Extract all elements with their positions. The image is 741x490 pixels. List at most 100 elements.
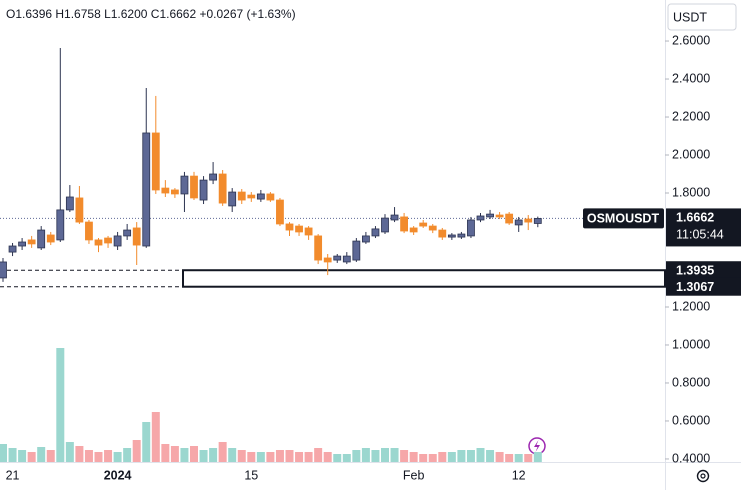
volume-bar xyxy=(428,454,437,462)
gear[interactable] xyxy=(696,469,710,483)
x-tick-label: 12 xyxy=(512,468,526,482)
candle-body xyxy=(151,132,160,191)
candle-body xyxy=(75,197,84,223)
candle-body xyxy=(237,191,246,201)
candle-body xyxy=(333,255,342,261)
candle-body xyxy=(18,241,27,247)
volume-bar xyxy=(247,452,256,462)
currency-label[interactable]: USDT xyxy=(673,10,707,24)
candle-body xyxy=(524,218,533,223)
settings-icon[interactable] xyxy=(696,469,710,483)
volume-bar xyxy=(390,448,399,462)
symbol-label-bg xyxy=(583,208,664,229)
candle-body xyxy=(0,261,7,279)
ohlc-legend: O1.6396 H1.6758 L1.6200 C1.6662 +0.0267 … xyxy=(6,7,296,21)
candle-body xyxy=(228,191,237,207)
volume-bar xyxy=(94,452,103,462)
volume-bar xyxy=(18,450,27,462)
volume-bar xyxy=(75,446,84,462)
candle-body xyxy=(304,227,313,236)
volume-bar xyxy=(323,452,332,462)
volume-bar xyxy=(161,444,170,462)
lightning-bolt[interactable] xyxy=(534,440,540,452)
volume-bar xyxy=(419,454,428,462)
candle-body xyxy=(361,235,370,243)
candle-body xyxy=(65,196,74,211)
volume-bar xyxy=(104,450,113,462)
candle-body xyxy=(180,175,189,195)
lightning-icon[interactable] xyxy=(528,437,546,455)
volume-bar xyxy=(170,446,179,462)
candle-body xyxy=(342,255,351,263)
currency-button[interactable] xyxy=(667,3,737,31)
y-tick-label: 1.2000 xyxy=(672,299,710,313)
volume-bar xyxy=(84,450,93,462)
volume-bar xyxy=(46,450,55,462)
y-tick-label: 0.6000 xyxy=(672,413,710,427)
volume-bar xyxy=(132,440,141,462)
volume-bar xyxy=(56,348,65,462)
volume-bar xyxy=(209,448,218,462)
volume-bar xyxy=(123,448,132,462)
candle-body xyxy=(467,219,475,237)
candle-body xyxy=(400,216,409,232)
candle-body xyxy=(218,173,227,204)
candle-body xyxy=(381,217,389,233)
candle-body xyxy=(352,240,361,261)
candle-body xyxy=(533,218,542,224)
volume-bar xyxy=(352,450,361,462)
y-tick-label: 2.2000 xyxy=(672,109,710,123)
candle-body xyxy=(438,229,447,238)
y-tick-label: 2.6000 xyxy=(672,33,710,47)
volume-bar xyxy=(533,452,542,462)
candles xyxy=(0,48,542,282)
candle-body xyxy=(199,179,208,201)
candle-body xyxy=(104,237,112,244)
candle-body xyxy=(276,199,284,225)
candle-body xyxy=(447,234,456,238)
candle-body xyxy=(256,193,265,200)
volume-bar xyxy=(151,412,160,462)
volume-bar xyxy=(514,454,523,462)
volume-bar xyxy=(381,448,389,462)
candle-body xyxy=(409,227,418,233)
candle-body xyxy=(486,213,494,218)
candle-body xyxy=(113,235,122,247)
volume-bar xyxy=(142,422,151,462)
candle-body xyxy=(371,228,380,237)
volume-bar xyxy=(371,450,380,462)
candle-body xyxy=(314,235,323,261)
volume-bar xyxy=(505,454,514,462)
volume-bar xyxy=(37,447,46,462)
candle-body xyxy=(495,214,504,218)
volume-bar xyxy=(342,454,351,462)
candle-body xyxy=(170,189,179,195)
volume-bar xyxy=(457,450,466,462)
x-tick-label: 15 xyxy=(244,468,258,482)
gear-hub[interactable] xyxy=(700,473,706,479)
candle-body xyxy=(161,187,170,194)
candle-body xyxy=(142,132,151,247)
volume-bar xyxy=(266,452,275,462)
level-label: 1.3067 xyxy=(676,280,714,294)
candle-body xyxy=(457,233,466,238)
level-label-bg xyxy=(666,277,741,296)
volume-bar xyxy=(486,450,495,462)
y-tick-label: 2.4000 xyxy=(672,71,710,85)
volume-bar xyxy=(27,452,36,462)
candle-body xyxy=(132,227,141,246)
candle-body xyxy=(390,214,399,221)
volume-bars xyxy=(0,348,542,462)
x-tick-label: 2024 xyxy=(104,468,132,482)
candle-body xyxy=(476,215,485,221)
last-price-label: 1.6662 xyxy=(676,211,714,225)
candle-body xyxy=(123,229,132,237)
candle-body xyxy=(295,225,303,233)
countdown-label: 11:05:44 xyxy=(676,228,724,242)
volume-bar xyxy=(314,448,323,462)
candle-body xyxy=(514,219,523,226)
volume-bar xyxy=(275,450,284,462)
volume-bar xyxy=(409,452,418,462)
volume-bar xyxy=(333,454,342,462)
y-tick-label: 1.0000 xyxy=(672,337,710,351)
